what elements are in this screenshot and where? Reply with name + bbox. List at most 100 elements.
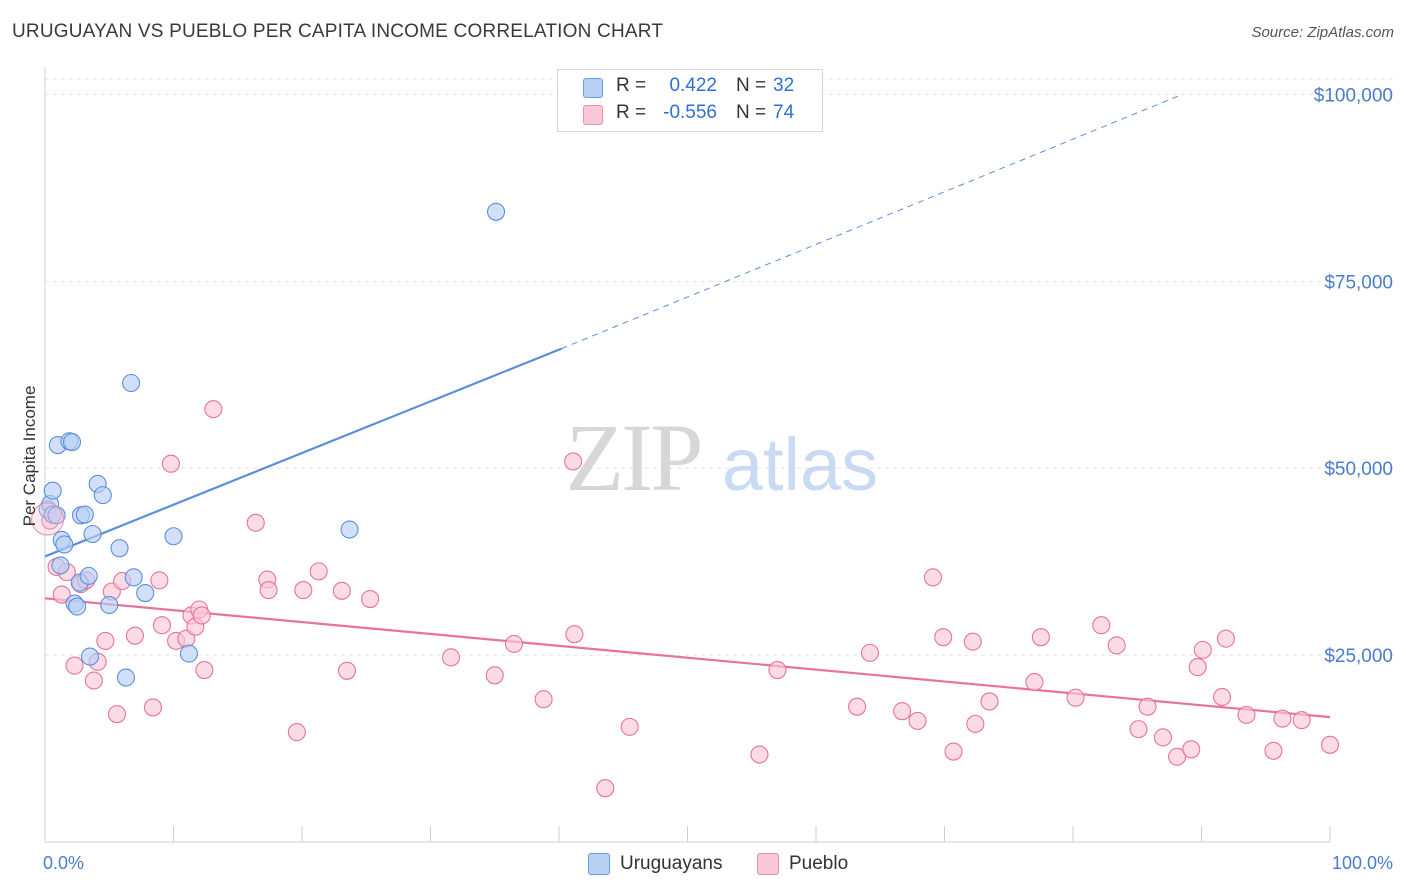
pueblo-point bbox=[534, 690, 553, 709]
uruguayans-point bbox=[164, 527, 183, 546]
pueblo-point bbox=[361, 589, 380, 609]
uruguayans-point bbox=[62, 432, 82, 452]
pueblo-point bbox=[966, 714, 985, 733]
legend-r-value: -0.556 bbox=[663, 102, 717, 123]
pueblo-point bbox=[52, 585, 71, 604]
pueblo-point bbox=[768, 661, 787, 680]
pueblo-point bbox=[192, 606, 211, 625]
pueblo-point bbox=[504, 634, 524, 653]
legend-row-pueblo: R = -0.556 N = 74 bbox=[558, 101, 822, 127]
pueblo-point bbox=[65, 656, 84, 675]
axes bbox=[44, 67, 1331, 843]
uruguayans-point bbox=[110, 539, 129, 558]
chart-title: URUGUAYAN VS PUEBLO PER CAPITA INCOME CO… bbox=[12, 21, 664, 42]
pueblo-point bbox=[963, 632, 982, 651]
legend-r-label: R = bbox=[616, 75, 647, 96]
legend-swatch-pueblo bbox=[583, 105, 603, 125]
pueblo-point bbox=[1188, 658, 1207, 677]
pueblo-point bbox=[1264, 741, 1283, 760]
trend-line-uruguayans bbox=[44, 347, 562, 558]
pueblo-point bbox=[565, 625, 584, 644]
uruguayans-point bbox=[51, 556, 70, 575]
pueblo-point bbox=[934, 628, 953, 647]
legend-n-value: 32 bbox=[773, 75, 795, 96]
y-axis-label: Per Capita Income bbox=[20, 386, 39, 527]
pueblo-point bbox=[337, 661, 357, 680]
watermark-atlas: atlas bbox=[722, 423, 878, 506]
source-label: Source: ZipAtlas.com bbox=[1251, 24, 1394, 41]
uruguayans-point bbox=[43, 481, 62, 500]
legend-r-value: 0.422 bbox=[669, 75, 717, 96]
pueblo-point bbox=[1138, 697, 1157, 716]
pueblo-point bbox=[1216, 629, 1235, 648]
series-legend: Uruguayans Pueblo bbox=[0, 852, 1406, 878]
pueblo-point bbox=[442, 648, 461, 667]
legend-swatch-uruguayans bbox=[583, 78, 603, 98]
pueblo-point bbox=[150, 571, 169, 590]
pueblo-point bbox=[564, 452, 583, 471]
legend-n-label: N = bbox=[736, 102, 767, 123]
pueblo-point bbox=[908, 711, 927, 730]
y-tick-label: $75,000 bbox=[1324, 272, 1393, 293]
tick-labels: $25,000 $50,000 $75,000 $100,000 0.0% 100.0% bbox=[43, 85, 1393, 873]
legend-n-value: 74 bbox=[773, 102, 795, 123]
trend-line-pueblo bbox=[44, 597, 1331, 719]
pueblo-point bbox=[1182, 740, 1201, 759]
uruguayans-point bbox=[136, 584, 155, 603]
uruguayans-point bbox=[83, 524, 102, 544]
uruguayans-point bbox=[79, 566, 98, 585]
y-tick-label: $50,000 bbox=[1324, 459, 1393, 480]
legend-r-label: R = bbox=[616, 102, 647, 123]
pueblo-point bbox=[980, 692, 999, 711]
uruguayans-point bbox=[68, 597, 87, 616]
uruguayans-point bbox=[55, 535, 74, 554]
pueblo-point bbox=[287, 723, 306, 742]
pueblo-point bbox=[1292, 711, 1311, 730]
uruguayans-point bbox=[124, 568, 143, 587]
pueblo-point bbox=[332, 581, 351, 600]
pueblo-point bbox=[923, 568, 942, 587]
pueblo-point bbox=[1107, 636, 1126, 655]
pueblo-point bbox=[1153, 728, 1172, 747]
pueblo-point bbox=[107, 705, 127, 724]
pueblo-point bbox=[620, 717, 639, 736]
pueblo-point bbox=[246, 513, 265, 532]
pueblo-point bbox=[152, 616, 171, 635]
y-tick-label: $25,000 bbox=[1324, 646, 1393, 667]
legend-label-pueblo: Pueblo bbox=[789, 853, 849, 874]
uruguayans-point bbox=[93, 486, 112, 505]
pueblo-point bbox=[944, 742, 963, 761]
trend-lines bbox=[44, 93, 1331, 719]
pueblo-point bbox=[848, 697, 867, 716]
uruguayans-point bbox=[179, 644, 198, 663]
pueblo-point bbox=[1025, 672, 1044, 692]
x-tick-label: 0.0% bbox=[43, 853, 84, 873]
x-tick-label: 100.0% bbox=[1332, 853, 1393, 873]
pueblo-cluster-point bbox=[31, 502, 65, 536]
pueblo-point bbox=[1031, 628, 1050, 647]
legend-row-uruguayans: R = 0.422 N = 32 bbox=[558, 74, 822, 100]
pueblo-point bbox=[1168, 747, 1187, 766]
pueblo-point bbox=[893, 702, 912, 721]
legend-n-label: N = bbox=[736, 75, 767, 96]
watermark-zip: ZIP bbox=[566, 404, 701, 511]
uruguayans-point bbox=[340, 520, 359, 539]
correlation-legend: R = 0.422 N = 32 R = -0.556 N = 74 bbox=[557, 69, 823, 132]
uruguayans-point bbox=[80, 647, 100, 666]
uruguayans-point bbox=[122, 373, 141, 393]
pueblo-point bbox=[125, 626, 144, 645]
pueblo-point bbox=[259, 581, 278, 600]
grid-lines bbox=[45, 78, 1394, 656]
data-points bbox=[31, 202, 1340, 798]
pueblo-point bbox=[1092, 616, 1111, 635]
pueblo-point bbox=[1213, 687, 1232, 707]
legend-label-uruguayans: Uruguayans bbox=[620, 853, 723, 874]
watermark: ZIP atlas bbox=[566, 404, 879, 511]
pueblo-point bbox=[143, 698, 162, 717]
y-tick-label: $100,000 bbox=[1314, 85, 1393, 106]
pueblo-point bbox=[96, 631, 115, 650]
pueblo-point bbox=[1066, 688, 1085, 707]
trend-line-extension bbox=[561, 93, 1183, 350]
pueblo-point bbox=[161, 454, 180, 473]
